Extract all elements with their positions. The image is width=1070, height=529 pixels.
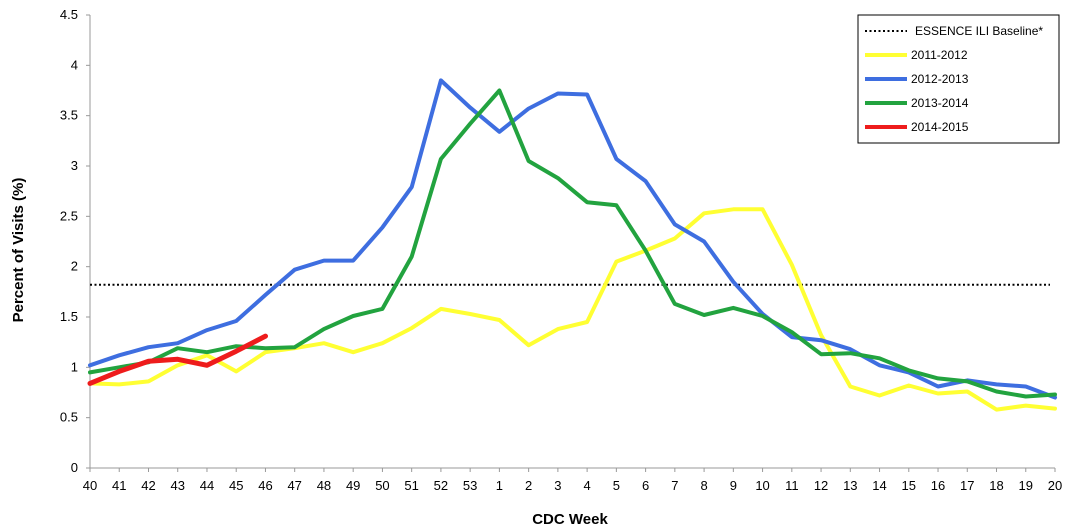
- y-tick-label: 4: [71, 57, 78, 72]
- x-tick-label: 12: [814, 478, 828, 493]
- x-tick-label: 5: [613, 478, 620, 493]
- x-tick-label: 10: [755, 478, 769, 493]
- x-tick-label: 11: [785, 478, 799, 493]
- x-axis-title: CDC Week: [532, 511, 608, 528]
- series-line-2012-2013: [88, 78, 1057, 400]
- legend-label: 2012-2013: [911, 72, 969, 86]
- y-ticks: 0 0.5 1 1.5 2 2.5 3 3.5 4 4.5: [60, 7, 90, 475]
- y-tick-label: 1.5: [60, 309, 78, 324]
- x-tick-label: 43: [170, 478, 184, 493]
- y-tick-label: 0: [71, 460, 78, 475]
- x-tick-label: 20: [1048, 478, 1062, 493]
- y-tick-label: 2.5: [60, 208, 78, 223]
- x-tick-label: 2: [525, 478, 532, 493]
- x-tick-label: 4: [584, 478, 591, 493]
- x-tick-label: 9: [730, 478, 737, 493]
- x-tick-label: 40: [83, 478, 97, 493]
- x-tick-label: 19: [1019, 478, 1033, 493]
- series-line-2013-2014: [88, 88, 1057, 399]
- x-tick-label: 13: [843, 478, 857, 493]
- x-tick-label: 15: [902, 478, 916, 493]
- x-tick-label: 16: [931, 478, 945, 493]
- x-tick-label: 44: [200, 478, 214, 493]
- x-tick-label: 6: [642, 478, 649, 493]
- y-tick-label: 0.5: [60, 410, 78, 425]
- x-tick-label: 1: [496, 478, 503, 493]
- legend-items: ESSENCE ILI Baseline* 2011-2012 2012-2013 2…: [865, 24, 1043, 134]
- y-tick-label: 2: [71, 259, 78, 274]
- series-layer: [87, 78, 1057, 412]
- x-tick-label: 49: [346, 478, 360, 493]
- x-tick-label: 47: [287, 478, 301, 493]
- y-axis-title: Percent of Visits (%): [10, 178, 27, 323]
- y-tick-label: 3: [71, 158, 78, 173]
- series-line-2014-2015: [87, 333, 268, 386]
- x-tick-label: 41: [112, 478, 126, 493]
- y-tick-label: 1: [71, 359, 78, 374]
- x-tick-label: 45: [229, 478, 243, 493]
- axes: [89, 15, 1055, 469]
- y-tick-label: 3.5: [60, 108, 78, 123]
- x-tick-label: 7: [671, 478, 678, 493]
- x-tick-label: 17: [960, 478, 974, 493]
- y-tick-label: 4.5: [60, 7, 78, 22]
- x-tick-label: 42: [141, 478, 155, 493]
- x-tick-label: 8: [700, 478, 707, 493]
- legend-label: 2014-2015: [911, 120, 969, 134]
- x-ticks: 40 41 42 43 44 45 46 47 48 49 50 51 52 53 1 2 3 4 5 6 7 8 9 10 1…: [83, 468, 1062, 493]
- legend-label: 2013-2014: [911, 96, 969, 110]
- x-tick-label: 50: [375, 478, 389, 493]
- x-tick-label: 18: [989, 478, 1003, 493]
- x-tick-label: 53: [463, 478, 477, 493]
- x-tick-label: 52: [434, 478, 448, 493]
- x-tick-label: 51: [404, 478, 418, 493]
- legend-label: 2011-2012: [911, 48, 968, 62]
- x-tick-label: 3: [554, 478, 561, 493]
- legend-label: ESSENCE ILI Baseline*: [915, 24, 1043, 38]
- x-tick-label: 48: [317, 478, 331, 493]
- series-line-2011-2012: [88, 207, 1057, 412]
- x-tick-label: 14: [872, 478, 886, 493]
- x-tick-label: 46: [258, 478, 272, 493]
- legend: ESSENCE ILI Baseline* 2011-2012 2012-2013 2…: [857, 14, 1060, 144]
